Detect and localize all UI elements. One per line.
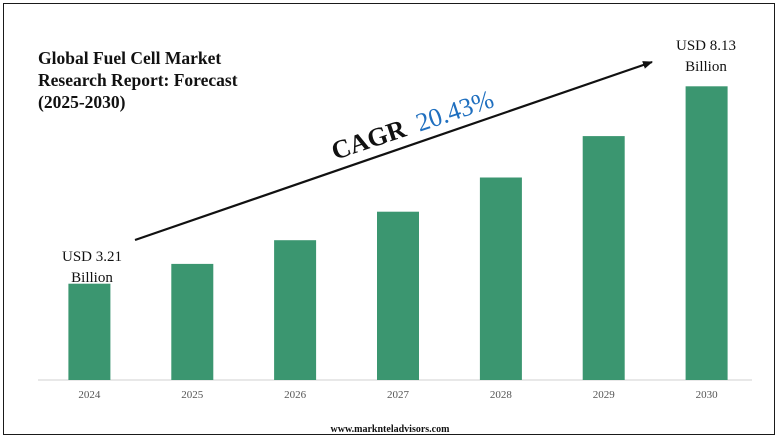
title-line-2: Research Report: Forecast [38, 70, 238, 90]
title-line-3: (2025-2030) [38, 92, 126, 112]
x-tick-2026: 2026 [284, 389, 307, 401]
x-tick-labels: 2024 2025 2026 2027 2028 2029 2030 [78, 389, 718, 401]
bar-2028 [479, 177, 522, 380]
end-value-line-2: Billion [685, 59, 727, 75]
footer-url: www.marknteladvisors.com [330, 424, 450, 435]
x-tick-2028: 2028 [490, 389, 513, 401]
cagr-arrow [134, 60, 653, 242]
bar-2027 [377, 211, 419, 380]
bar-2025 [171, 263, 214, 380]
bars-group [68, 86, 728, 381]
x-tick-2029: 2029 [593, 389, 616, 401]
end-value-line-1: USD 8.13 [676, 38, 736, 54]
cagr-prefix: CAGR [328, 114, 410, 166]
title-line-1: Global Fuel Cell Market [38, 48, 222, 68]
bar-2030 [685, 86, 728, 381]
chart-frame [3, 3, 775, 435]
bar-2029 [582, 136, 625, 380]
x-tick-2027: 2027 [387, 389, 410, 401]
bar-2026 [274, 240, 317, 380]
x-tick-2024: 2024 [78, 389, 101, 401]
x-tick-2030: 2030 [696, 389, 719, 401]
bar-2024 [68, 283, 111, 380]
chart-title: Global Fuel Cell Market Research Report:… [38, 47, 298, 113]
start-value-line-1: USD 3.21 [62, 249, 122, 265]
x-tick-2025: 2025 [181, 389, 204, 401]
start-value-line-2: Billion [71, 270, 113, 286]
